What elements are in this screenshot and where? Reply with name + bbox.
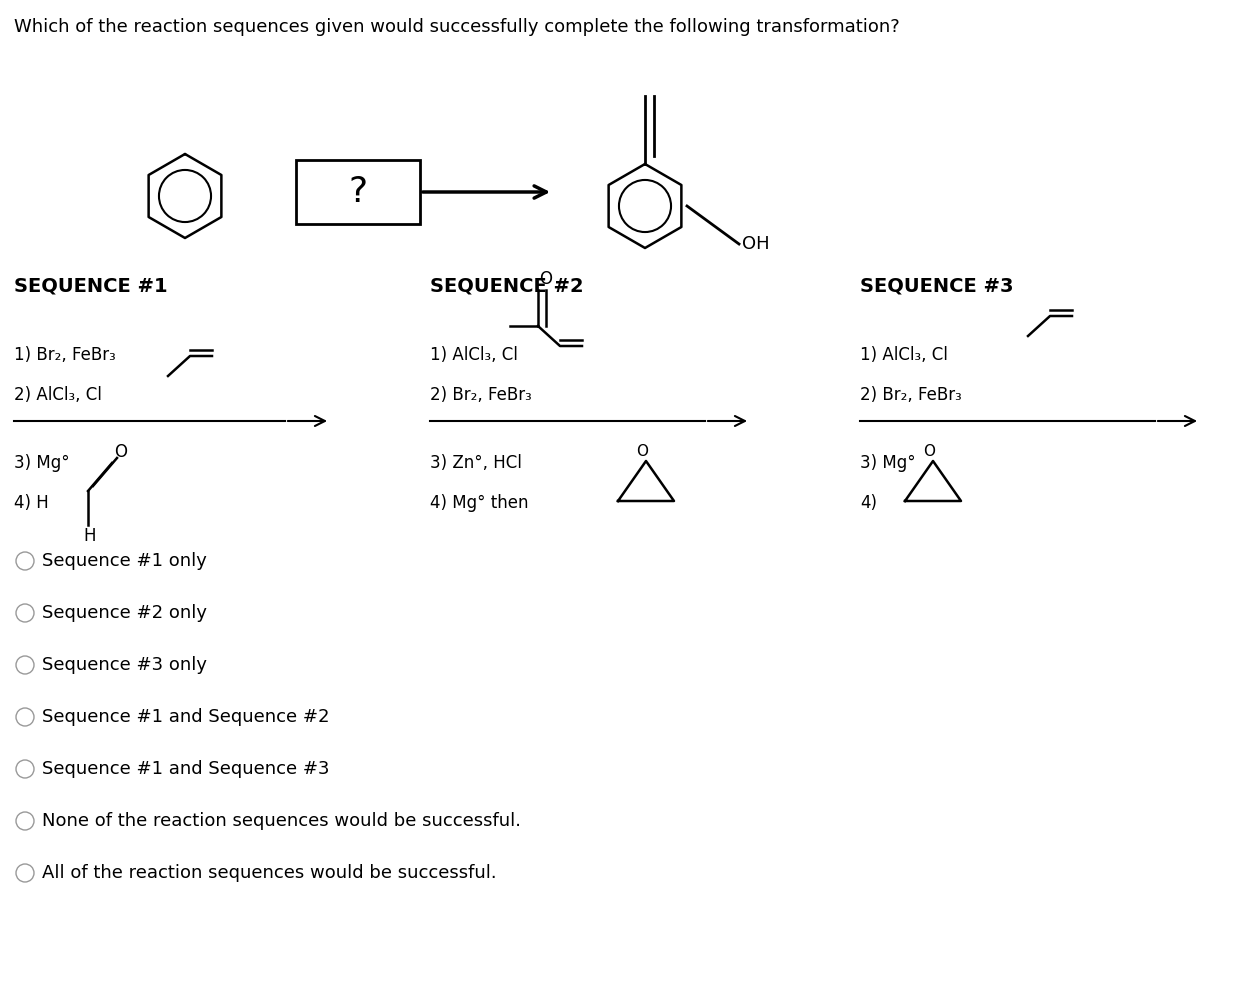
Text: O: O	[114, 443, 126, 461]
Text: Sequence #1 and Sequence #3: Sequence #1 and Sequence #3	[43, 760, 329, 778]
FancyBboxPatch shape	[295, 160, 419, 224]
Text: Sequence #3 only: Sequence #3 only	[43, 656, 207, 674]
Text: ?: ?	[348, 175, 368, 209]
Text: 2) Br₂, FeBr₃: 2) Br₂, FeBr₃	[429, 386, 532, 404]
Text: OH: OH	[742, 235, 770, 253]
Text: 3) Mg°: 3) Mg°	[14, 454, 70, 472]
Text: 4) Mg° then: 4) Mg° then	[429, 494, 528, 512]
Text: O: O	[636, 444, 649, 459]
Text: 3) Zn°, HCl: 3) Zn°, HCl	[429, 454, 522, 472]
Text: SEQUENCE #2: SEQUENCE #2	[429, 276, 583, 295]
Text: 1) AlCl₃, Cl: 1) AlCl₃, Cl	[860, 346, 948, 364]
Text: 4): 4)	[860, 494, 876, 512]
Text: All of the reaction sequences would be successful.: All of the reaction sequences would be s…	[43, 864, 497, 882]
Text: Sequence #1 only: Sequence #1 only	[43, 552, 207, 570]
Text: O: O	[923, 444, 935, 459]
Text: H: H	[83, 527, 95, 545]
Text: Sequence #1 and Sequence #2: Sequence #1 and Sequence #2	[43, 708, 329, 726]
Text: Sequence #2 only: Sequence #2 only	[43, 604, 207, 622]
Text: SEQUENCE #1: SEQUENCE #1	[14, 276, 168, 295]
Text: O: O	[540, 270, 552, 288]
Text: Which of the reaction sequences given would successfully complete the following : Which of the reaction sequences given wo…	[14, 18, 900, 36]
Text: SEQUENCE #3: SEQUENCE #3	[860, 276, 1014, 295]
Text: None of the reaction sequences would be successful.: None of the reaction sequences would be …	[43, 812, 521, 830]
Text: 1) Br₂, FeBr₃: 1) Br₂, FeBr₃	[14, 346, 115, 364]
Text: 1) AlCl₃, Cl: 1) AlCl₃, Cl	[429, 346, 518, 364]
Text: 2) AlCl₃, Cl: 2) AlCl₃, Cl	[14, 386, 101, 404]
Text: 2) Br₂, FeBr₃: 2) Br₂, FeBr₃	[860, 386, 962, 404]
Text: 4) H: 4) H	[14, 494, 49, 512]
Text: 3) Mg°: 3) Mg°	[860, 454, 915, 472]
